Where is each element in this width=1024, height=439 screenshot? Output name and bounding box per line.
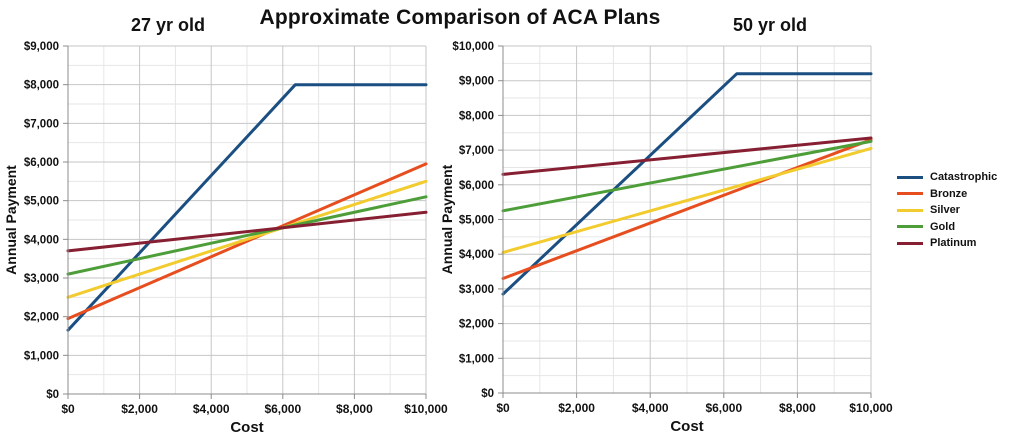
- series-line-gold: [501, 139, 873, 213]
- y-tick-labels: $0 $1,000 $2,000 $3,000 $4,000 $5,000 $6,000 $7…: [452, 41, 494, 400]
- legend-item-gold: Gold: [897, 219, 997, 236]
- y-tick-label: $7,000: [459, 145, 494, 157]
- y-tick-label: $4,000: [24, 234, 59, 246]
- series-line-catastrophic: [66, 83, 428, 332]
- x-tick-label: $8,000: [336, 402, 373, 416]
- x-tick-label: $0: [496, 401, 510, 415]
- y-tick-label: $0: [46, 389, 59, 401]
- y-tick-label: $3,000: [459, 284, 494, 296]
- y-tick-label: $2,000: [459, 319, 494, 331]
- y-tick-label: $9,000: [459, 76, 494, 88]
- x-tick-label: $10,000: [404, 402, 448, 416]
- figure-title: Approximate Comparison of ACA Plans: [259, 6, 661, 29]
- bronze-line-swatch-icon: [897, 192, 923, 196]
- y-tick-label: $5,000: [24, 196, 59, 208]
- x-tick-label: $6,000: [264, 402, 301, 416]
- series-line-gold: [66, 195, 428, 276]
- series-line-catastrophic: [501, 72, 873, 296]
- legend-label: Silver: [930, 204, 960, 217]
- gold-line-swatch-icon: [897, 225, 923, 229]
- y-tick-labels: $0 $1,000 $2,000 $3,000 $4,000 $5,000 $6,000 $7…: [24, 41, 59, 401]
- x-tick-label: $2,000: [121, 402, 158, 416]
- chart-50-yr-old: $0 $1,000 $2,000 $3,000 $4,000 $5,000 $6,000 $7…: [439, 41, 893, 435]
- x-tick-labels: $0 $2,000 $4,000 $6,000 $8,000 $10,000: [496, 401, 893, 415]
- y-tick-label: $2,000: [24, 312, 59, 324]
- axes: [498, 45, 872, 398]
- chart-title-27yr: 27 yr old: [130, 15, 206, 35]
- y-tick-label: $1,000: [459, 353, 494, 365]
- series-line-platinum: [501, 136, 873, 176]
- y-tick-label: $3,000: [24, 273, 59, 285]
- y-tick-label: $8,000: [459, 110, 494, 122]
- y-tick-label: $8,000: [24, 80, 59, 92]
- legend-item-bronze: Bronze: [897, 186, 997, 203]
- chart-title-50yr: 50 yr old: [732, 15, 808, 35]
- axes: [63, 45, 427, 399]
- series-line-bronze: [501, 138, 873, 280]
- catastrophic-line-swatch-icon: [897, 175, 923, 179]
- silver-line-swatch-icon: [897, 208, 923, 212]
- y-tick-label: $4,000: [459, 249, 494, 261]
- x-axis-title: Cost: [230, 419, 263, 436]
- x-axis-title: Cost: [670, 418, 703, 435]
- legend-item-catastrophic: Catastrophic: [897, 169, 997, 186]
- legend-item-silver: Silver: [897, 202, 997, 219]
- legend-label: Bronze: [930, 187, 968, 200]
- x-tick-label: $6,000: [705, 401, 742, 415]
- series-line-bronze: [66, 162, 428, 321]
- series-line-platinum: [66, 210, 428, 253]
- x-tick-labels: $0 $2,000 $4,000 $6,000 $8,000 $10,000: [61, 402, 448, 416]
- y-tick-label: $9,000: [24, 41, 59, 53]
- chart-27-yr-old: $0 $1,000 $2,000 $3,000 $4,000 $5,000 $6,000 $7…: [3, 41, 448, 436]
- x-tick-label: $4,000: [632, 401, 669, 415]
- y-tick-label: $5,000: [459, 215, 494, 227]
- legend-label: Catastrophic: [930, 171, 998, 184]
- legend-item-platinum: Platinum: [897, 235, 997, 252]
- y-tick-label: $10,000: [452, 41, 494, 53]
- platinum-line-swatch-icon: [897, 241, 923, 245]
- legend-label: Platinum: [930, 237, 977, 250]
- legend-label: Gold: [930, 220, 956, 233]
- y-tick-label: $1,000: [24, 350, 59, 362]
- y-tick-label: $6,000: [459, 180, 494, 192]
- y-tick-label: $7,000: [24, 118, 59, 130]
- y-tick-label: $0: [481, 388, 494, 400]
- y-axis-title: Annual Payment: [3, 165, 19, 275]
- series-line-silver: [501, 146, 873, 254]
- y-axis-title: Annual Payment: [439, 164, 455, 274]
- plan-legend: Catastrophic Bronze Silver Gold Platinum: [897, 169, 997, 252]
- series-line-silver: [66, 179, 428, 299]
- x-tick-label: $8,000: [779, 401, 816, 415]
- minor-gridlines: [68, 46, 426, 394]
- y-tick-label: $6,000: [24, 157, 59, 169]
- x-tick-label: $4,000: [193, 402, 230, 416]
- x-tick-label: $10,000: [849, 401, 893, 415]
- x-tick-label: $2,000: [558, 401, 595, 415]
- x-tick-label: $0: [61, 402, 75, 416]
